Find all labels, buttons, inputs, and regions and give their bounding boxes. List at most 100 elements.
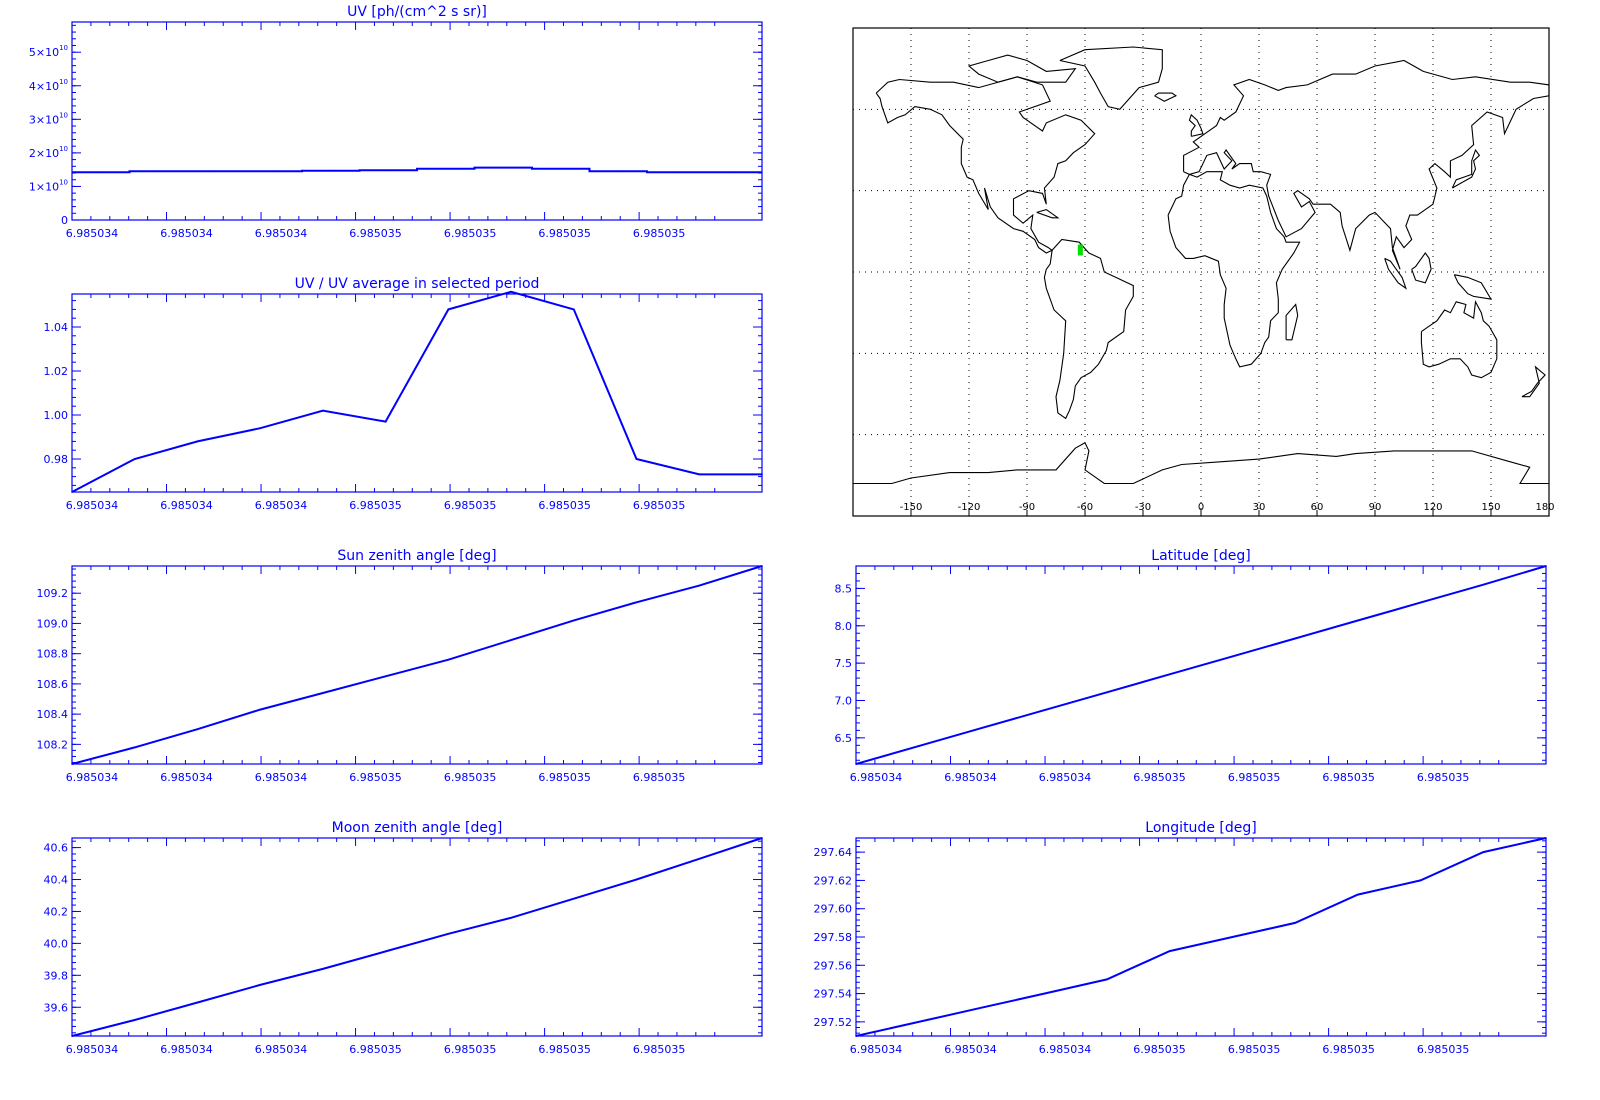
- y-tick-label: 3×1010: [29, 111, 68, 126]
- y-tick-base: 297.54: [814, 988, 853, 1001]
- x-tick-label: 6.985035: [538, 771, 591, 784]
- chart-title: Sun zenith angle [deg]: [337, 548, 496, 564]
- data-point: [1419, 601, 1422, 604]
- x-tick-label: 6.985035: [538, 499, 591, 512]
- x-tick-label: 6.985034: [944, 1043, 997, 1056]
- y-tick-base: 2×10: [29, 147, 59, 160]
- data-point: [732, 171, 735, 174]
- data-point: [259, 708, 261, 711]
- series-line: [71, 290, 762, 493]
- y-tick-base: 39.8: [44, 969, 69, 982]
- y-tick-base: 1×10: [29, 180, 59, 193]
- series-line: [855, 565, 1547, 765]
- map-x-tick-label: -150: [900, 502, 923, 513]
- y-tick-base: 297.56: [814, 959, 853, 972]
- y-tick-base: 109.2: [37, 587, 69, 600]
- data-point: [917, 1021, 920, 1023]
- y-tick-label: 0: [61, 214, 68, 227]
- map-x-tick-label: 90: [1369, 502, 1382, 513]
- coastline-canadian-arctic: [967, 54, 1077, 83]
- longitude-chart: Longitude [deg] 297.52 297.54 297.56 297.58 2…: [800, 816, 1580, 1066]
- x-tick-label: 6.985034: [255, 1043, 308, 1056]
- x-tick-label: 6.985034: [1039, 771, 1092, 784]
- data-point: [329, 169, 332, 172]
- chart-title: Moon zenith angle [deg]: [332, 820, 503, 836]
- data-point: [635, 458, 638, 460]
- coastline-cuba: [1036, 208, 1060, 219]
- chart-title: UV / UV average in selected period: [295, 276, 540, 292]
- x-tick-label: 6.985034: [66, 1043, 119, 1056]
- y-tick-base: 108.2: [37, 738, 69, 751]
- data-point: [1168, 950, 1171, 952]
- y-tick-label: 1×1010: [29, 178, 68, 193]
- data-point: [387, 169, 390, 172]
- sun-zenith-chart: Sun zenith angle [deg] 108.2 108.4 108.6 108…: [20, 544, 780, 794]
- coastline-greenland: [1059, 46, 1163, 110]
- data-point: [447, 933, 450, 935]
- plot-frame: [71, 293, 763, 493]
- x-tick-label: 6.985035: [633, 499, 686, 512]
- coastline-new-guinea: [1453, 274, 1493, 300]
- y-tick-base: 3×10: [29, 113, 59, 126]
- y-tick-label: 297.58: [814, 931, 853, 944]
- track-marker: [1077, 244, 1083, 256]
- data-point: [855, 1035, 857, 1037]
- y-tick-exponent: 10: [59, 145, 68, 153]
- chart-title: Longitude [deg]: [1145, 820, 1256, 836]
- y-tick-label: 7.5: [835, 657, 853, 670]
- y-tick-label: 297.54: [814, 988, 853, 1001]
- y-tick-label: 39.6: [44, 1001, 69, 1014]
- data-point: [635, 878, 638, 881]
- coastline-sumatra: [1384, 257, 1407, 290]
- data-point: [196, 1001, 199, 1004]
- y-tick-label: 297.56: [814, 959, 853, 972]
- data-point: [510, 639, 512, 641]
- data-point: [1482, 583, 1485, 586]
- y-tick-label: 108.8: [37, 648, 69, 661]
- data-point: [157, 170, 160, 173]
- x-tick-label: 6.985034: [255, 499, 308, 512]
- data-point: [1357, 619, 1359, 622]
- y-tick-base: 8.0: [835, 620, 853, 633]
- data-point: [259, 427, 261, 429]
- world-map: -150 -120 -90 -60 -30 0 30 60 90 120 150 180: [850, 20, 1590, 530]
- data-point: [196, 728, 199, 731]
- map-x-tick-label: -120: [958, 502, 981, 513]
- coastline-south-america: [1043, 238, 1134, 420]
- data-point: [133, 458, 136, 460]
- y-tick-label: 109.2: [37, 587, 69, 600]
- plot-frame: [71, 21, 763, 221]
- y-tick-base: 109.0: [37, 617, 69, 630]
- y-tick-base: 108.4: [37, 708, 69, 721]
- series-line: [71, 565, 763, 765]
- x-tick-label: 6.985035: [444, 227, 497, 240]
- x-tick-label: 6.985034: [944, 771, 997, 784]
- y-tick-label: 6.5: [835, 732, 853, 745]
- data-point: [1231, 655, 1234, 658]
- x-tick-label: 6.985034: [255, 227, 308, 240]
- y-tick-label: 109.0: [37, 617, 69, 630]
- coastline-borneo: [1411, 252, 1432, 284]
- data-point: [322, 692, 324, 694]
- data-point: [1419, 879, 1422, 882]
- x-tick-label: 6.985035: [1228, 1043, 1281, 1056]
- data-point: [1294, 922, 1296, 924]
- x-tick-label: 6.985034: [66, 771, 119, 784]
- data-point: [761, 837, 763, 839]
- y-tick-label: 297.60: [814, 903, 853, 916]
- data-point: [1043, 992, 1045, 995]
- x-tick-label: 6.985035: [444, 771, 497, 784]
- data-point: [761, 565, 763, 567]
- data-point: [573, 308, 575, 311]
- series-line: [71, 837, 763, 1037]
- y-tick-base: 6.5: [835, 732, 853, 745]
- coastline-new-zealand: [1521, 365, 1546, 398]
- data-point: [384, 950, 387, 953]
- map-x-tick-label: -60: [1077, 502, 1093, 513]
- x-tick-label: 6.985035: [1417, 771, 1470, 784]
- map-x-tick-label: 150: [1481, 502, 1500, 513]
- moon-zenith-chart: Moon zenith angle [deg] 39.6 39.8 40.0 40.2 4…: [20, 816, 780, 1066]
- y-tick-label: 5×1010: [29, 44, 68, 59]
- plot-frame: [855, 565, 1547, 765]
- x-tick-label: 6.985035: [633, 771, 686, 784]
